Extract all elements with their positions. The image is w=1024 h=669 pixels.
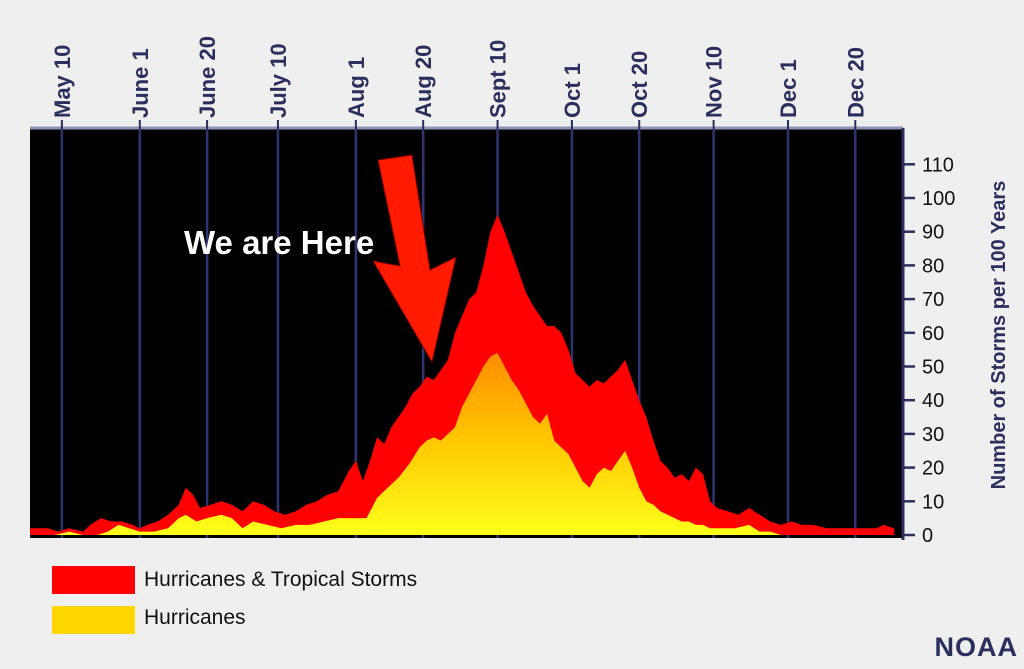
y-tick-label: 110 — [922, 154, 954, 176]
x-tick-label: Dec 20 — [843, 47, 868, 118]
storm-frequency-chart: May 10 June 1 June 20 July 10 Aug 1 Aug 20 Sep… — [30, 36, 1010, 547]
y-tick-label: 20 — [922, 458, 944, 480]
y-tick-label: 50 — [922, 357, 944, 379]
x-tick-label: Oct 20 — [627, 51, 652, 118]
x-tick-label: July 10 — [266, 43, 291, 118]
y-axis-title: Number of Storms per 100 Years — [988, 181, 1010, 490]
x-tick-label: June 20 — [195, 36, 220, 118]
legend-swatch-hurricanes — [52, 606, 135, 634]
y-tick-label: 60 — [922, 323, 944, 345]
annotation-text: We are Here — [184, 224, 374, 261]
y-tick-label: 70 — [922, 289, 944, 311]
y-tick-label: 100 — [922, 188, 955, 210]
x-tick-labels: May 10 June 1 June 20 July 10 Aug 1 Aug 20 Sep… — [50, 36, 868, 130]
x-tick-label: Dec 1 — [776, 59, 801, 118]
series-areas — [30, 214, 895, 536]
noaa-logo-text: NOAA — [934, 632, 1018, 662]
y-tick-label: 80 — [922, 255, 944, 277]
x-tick-label: May 10 — [50, 45, 75, 118]
x-tick-label: Aug 20 — [411, 45, 436, 118]
legend-swatch-storms — [52, 566, 135, 594]
vertical-grid — [60, 128, 857, 538]
y-tick-label: 0 — [922, 525, 933, 547]
y-tick-label: 40 — [922, 390, 944, 412]
legend-label-hurricanes: Hurricanes — [144, 606, 246, 629]
x-tick-label: Sept 10 — [486, 40, 511, 118]
y-tick-label: 90 — [922, 222, 944, 244]
series-area-hurricanes — [30, 353, 895, 535]
legend-label-storms: Hurricanes & Tropical Storms — [144, 568, 418, 591]
x-tick-label: Aug 1 — [344, 57, 369, 118]
y-tick-label: 30 — [922, 424, 944, 446]
here-arrow — [372, 154, 457, 364]
x-tick-label: Oct 1 — [560, 63, 585, 118]
y-ticks: 0 10 20 30 40 50 60 70 80 90 100 110 — [903, 154, 955, 547]
x-tick-label: June 1 — [128, 48, 153, 118]
y-tick-label: 10 — [922, 491, 944, 513]
x-tick-label: Nov 10 — [702, 46, 727, 118]
series-area-storms — [30, 214, 895, 536]
